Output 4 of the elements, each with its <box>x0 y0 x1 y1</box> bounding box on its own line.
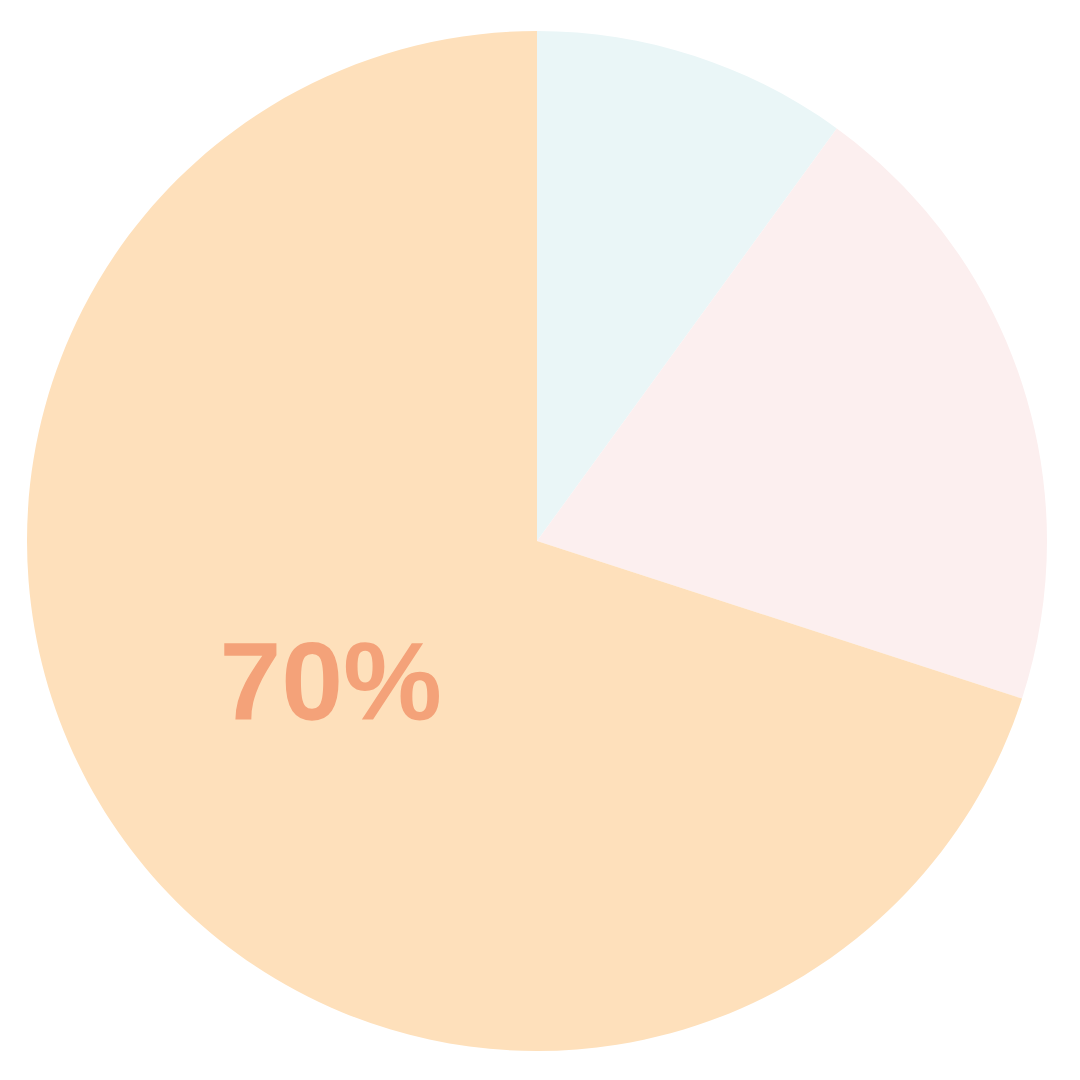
pie-slice <box>537 31 837 541</box>
pie-slice <box>537 128 1047 699</box>
data-label: 70% <box>224 642 439 721</box>
pie-slice <box>27 31 1023 1051</box>
